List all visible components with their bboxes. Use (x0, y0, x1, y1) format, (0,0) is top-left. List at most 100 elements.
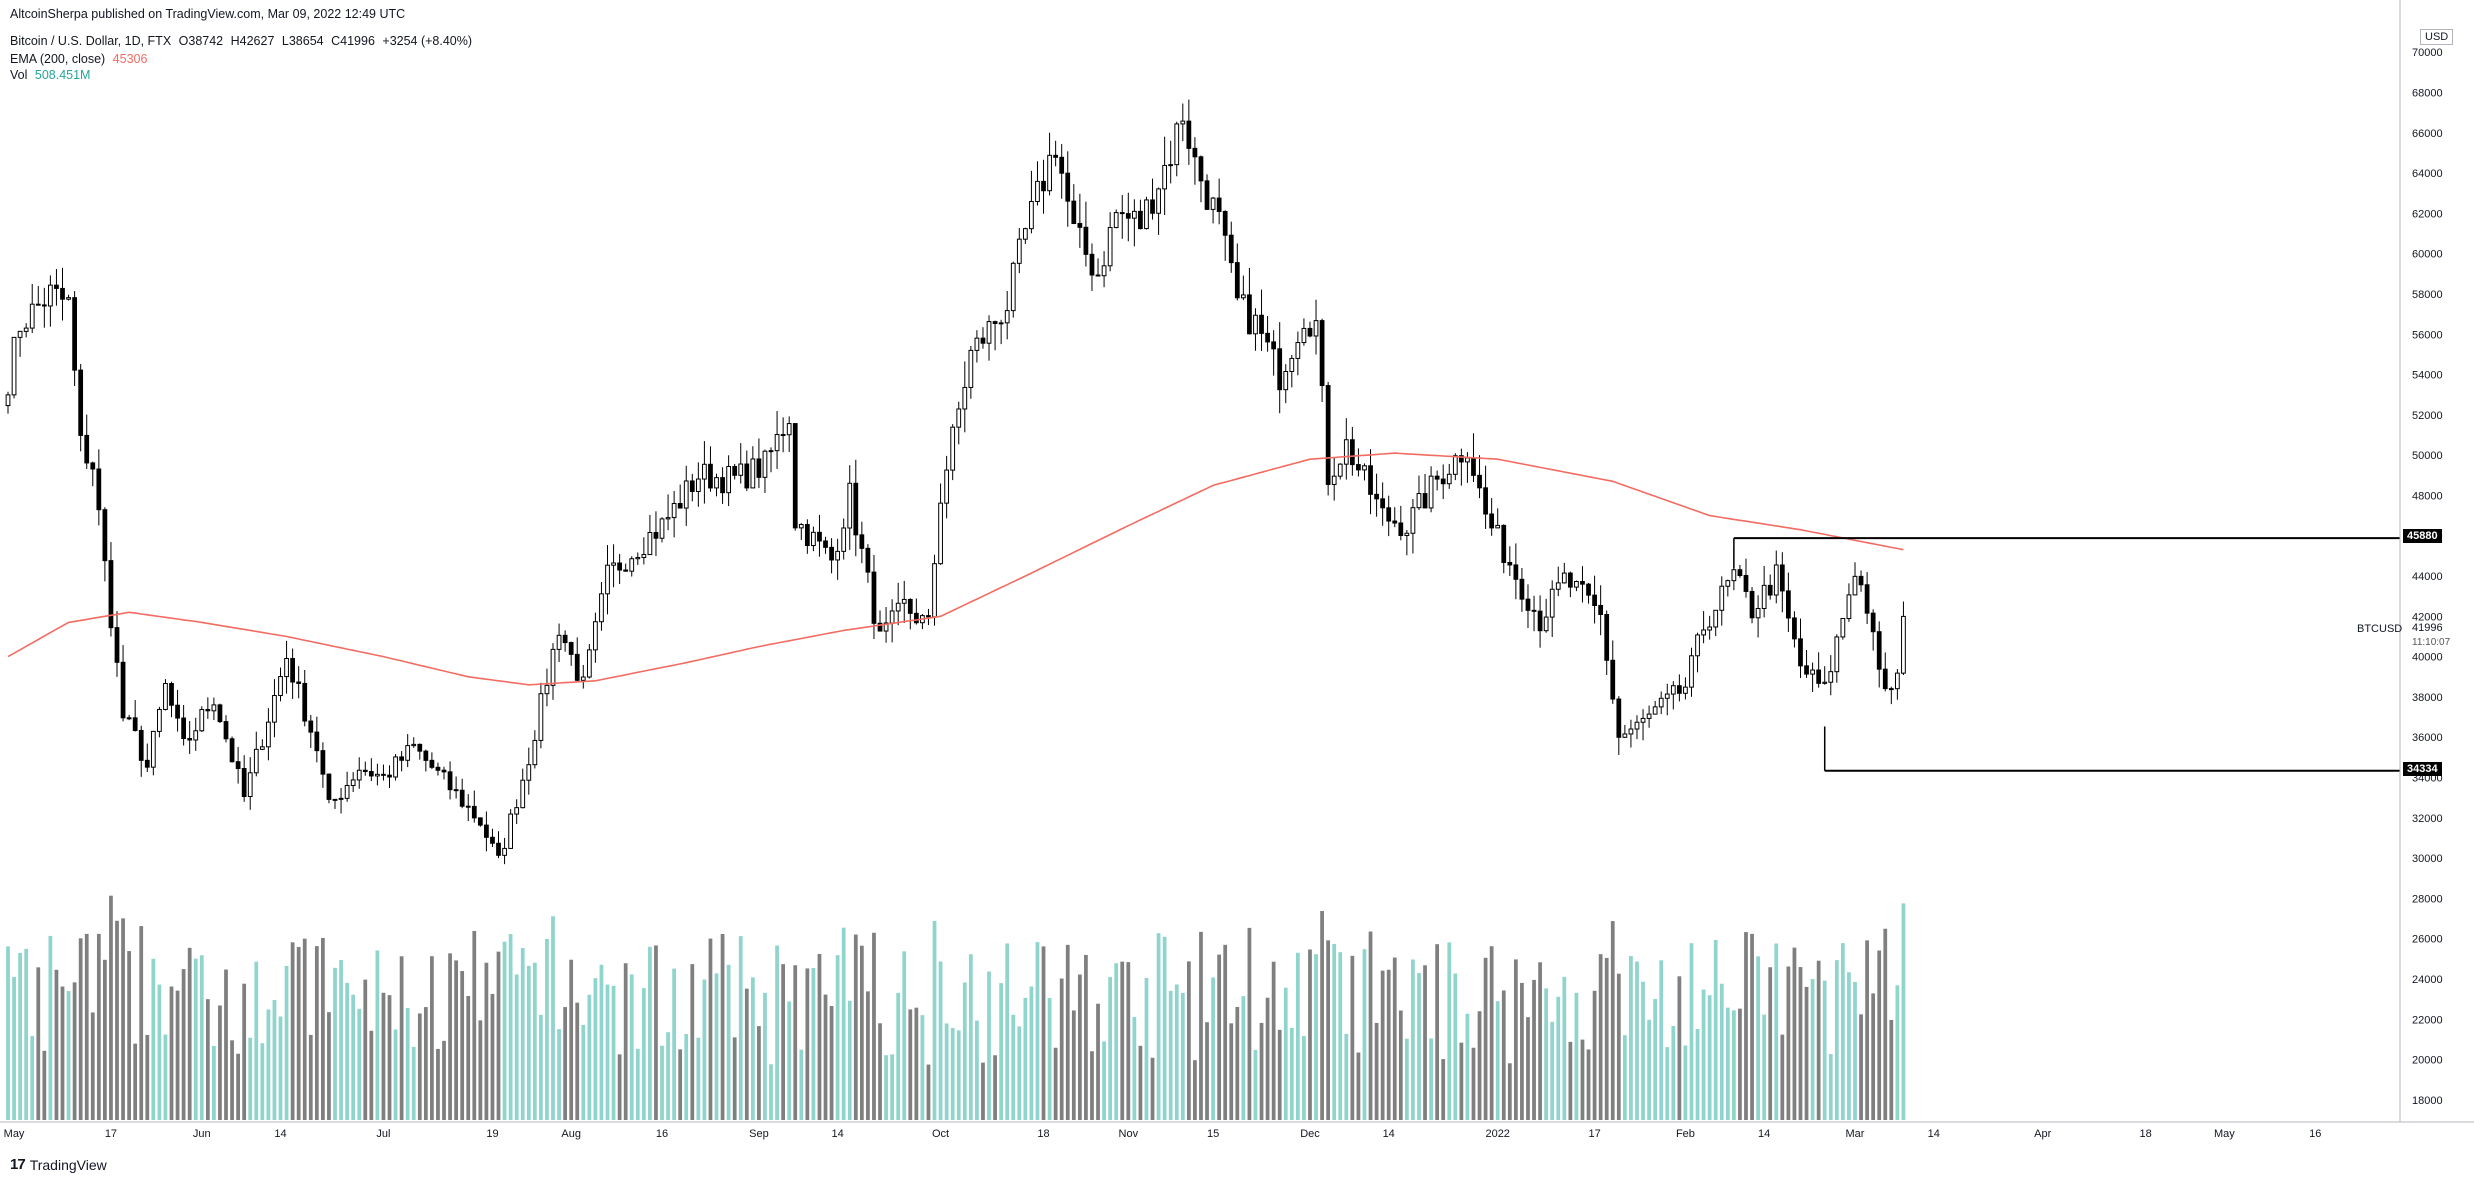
volume-bar (593, 978, 598, 1120)
time-tick-label: 14 (1758, 1128, 1770, 1140)
volume-bar (757, 1026, 761, 1120)
volume-bar (278, 1016, 283, 1120)
candle-body (1325, 385, 1331, 485)
currency-button[interactable]: USD (2420, 29, 2454, 45)
candle-body (1138, 210, 1143, 230)
volume-bar (1635, 961, 1639, 1120)
volume-bar (205, 999, 210, 1120)
volume-bar (375, 950, 380, 1120)
candle-body (17, 330, 23, 338)
candle-body (1029, 200, 1034, 230)
candle-body (1846, 594, 1852, 620)
volume-bar (563, 1007, 568, 1120)
volume-bar (1804, 986, 1809, 1120)
volume-bar (266, 1009, 271, 1120)
candle-body (1053, 154, 1059, 158)
volume-bar (1665, 1047, 1670, 1120)
volume-bar (660, 1045, 664, 1120)
price-tick-label: 50000 (2412, 450, 2443, 462)
candle-body (1035, 180, 1040, 202)
tradingview-brand[interactable]: 17 TradingView (10, 1156, 107, 1173)
volume-bar (48, 935, 53, 1120)
volume-bar (738, 936, 743, 1120)
time-tick-label: Sep (749, 1128, 769, 1140)
volume-bar (1180, 992, 1185, 1120)
time-tick-label: 2022 (1485, 1128, 1509, 1140)
volume-bar (1374, 1022, 1379, 1120)
volume-bar (1889, 1020, 1894, 1120)
candle-body (762, 450, 768, 478)
candle-body (1477, 474, 1482, 489)
volume-bar (532, 962, 537, 1120)
candle-body (568, 642, 574, 655)
candle-body (804, 524, 810, 547)
candle-body (574, 653, 580, 681)
volume-bar (218, 1005, 222, 1120)
volume-bar (1871, 993, 1876, 1120)
candle-body (1446, 473, 1452, 485)
volume-bar (1750, 933, 1754, 1120)
volume-bar (181, 969, 186, 1120)
volume-legend[interactable]: Vol 508.451M (10, 67, 94, 83)
volume-bar (1289, 1028, 1294, 1120)
candle-body (1676, 685, 1682, 694)
candle-body (1864, 584, 1870, 614)
ema-legend[interactable]: EMA (200, close) 45306 (10, 51, 151, 67)
volume-bar (272, 999, 277, 1120)
volume-bar (1459, 1042, 1464, 1120)
volume-bar (1762, 1014, 1767, 1120)
candle-body (750, 458, 756, 489)
volume-bar (1138, 1045, 1143, 1120)
candle-body (1198, 156, 1204, 182)
volume-bar (1386, 969, 1391, 1120)
candle-body (60, 287, 65, 300)
candle-body (1840, 618, 1846, 638)
volume-bar (357, 1008, 362, 1120)
volume-bar (1713, 939, 1718, 1120)
candle-body (1598, 604, 1604, 615)
volume-bar (60, 986, 65, 1120)
candle-body (1888, 688, 1894, 691)
candle-body (1380, 498, 1386, 509)
candle-body (1010, 262, 1016, 312)
candle-body (5, 394, 11, 407)
volume-bar (224, 969, 228, 1120)
volume-bar (1647, 1019, 1651, 1120)
volume-bar (890, 1054, 895, 1120)
price-tick-label: 52000 (2412, 410, 2443, 422)
volume-bar (1883, 928, 1888, 1120)
volume-bar (1277, 1029, 1282, 1120)
candle-body (895, 602, 901, 612)
candle-body (986, 321, 992, 344)
ohlc-open: O38742 (178, 34, 224, 48)
candle-body (1870, 612, 1876, 633)
candle-body (35, 303, 41, 306)
volume-bar (12, 976, 16, 1120)
volume-bar (1314, 954, 1318, 1120)
volume-bar (526, 965, 531, 1120)
volume-bar (1822, 980, 1827, 1120)
volume-bar (1629, 955, 1633, 1120)
volume-bar (1725, 1007, 1730, 1120)
volume-bar (411, 1046, 416, 1120)
volume-bar (442, 1040, 446, 1120)
candle-body (1719, 585, 1725, 611)
candle-body (1307, 327, 1313, 337)
volume-bar (1435, 944, 1440, 1120)
candle-body (66, 297, 71, 300)
volume-bar (1768, 967, 1773, 1120)
candle-body (1501, 524, 1507, 563)
candle-body (1162, 164, 1168, 190)
volume-bar (1265, 997, 1270, 1120)
volume-bar (1544, 988, 1549, 1120)
candle-body (1537, 610, 1543, 632)
volume-bar (726, 964, 731, 1120)
volume-bar (817, 953, 822, 1120)
volume-bar (1229, 1023, 1234, 1120)
candle-body (296, 681, 302, 684)
candle-body (72, 297, 77, 371)
time-tick-label: Feb (1676, 1128, 1695, 1140)
candle-body (1313, 320, 1319, 337)
candle-body (1192, 147, 1198, 158)
